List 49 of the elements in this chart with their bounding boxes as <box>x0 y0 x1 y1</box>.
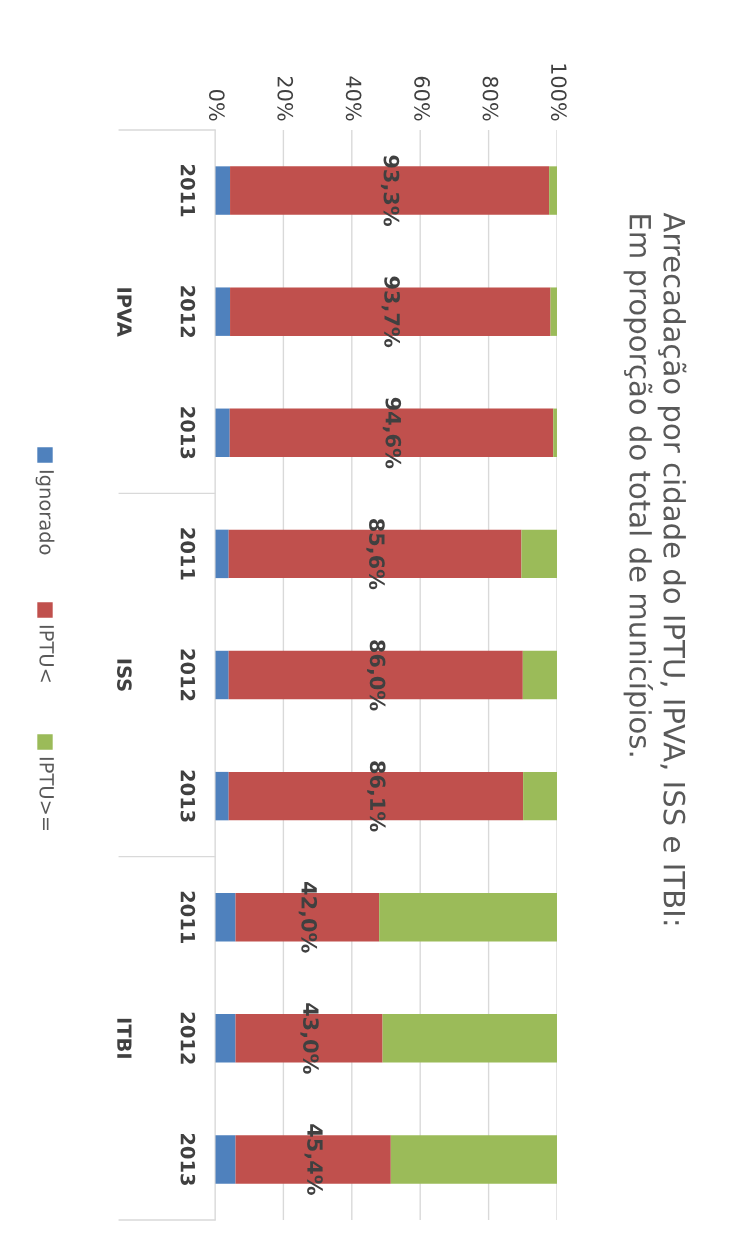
bar <box>382 1014 557 1063</box>
x-tick-label: 100% <box>550 64 567 121</box>
text: Arrecadação por cidade do IPTU, IPVA, ISS e ITBI: Em proporção do total de municípios. <box>623 212 687 925</box>
bar <box>215 771 229 821</box>
bar <box>215 408 230 457</box>
legend-label: Ignorado <box>35 470 55 555</box>
y-tick-label: 2011 <box>180 528 196 580</box>
bar <box>215 287 231 336</box>
bar <box>553 408 557 457</box>
bar <box>215 893 236 942</box>
bar <box>390 1135 557 1184</box>
x-tick-label: 60% <box>414 76 430 121</box>
legend-label: IPTU< <box>39 625 54 682</box>
data-label: 43,0% <box>300 1003 319 1074</box>
data-label: 42,0% <box>298 882 318 953</box>
data-label: 45,4% <box>304 1124 323 1195</box>
y-tick-label: 2013 <box>180 770 196 822</box>
text: ITBI <box>117 1018 132 1058</box>
x-tick-label: 0% <box>208 89 225 121</box>
y-tick-label: 2011 <box>180 891 196 943</box>
data-label: 85,6% <box>366 519 385 590</box>
y-tick-label: 2013 <box>180 407 196 459</box>
y-tick-label: 2012 <box>180 1012 196 1064</box>
text: IPVA <box>117 288 132 337</box>
bar <box>523 771 557 821</box>
bar <box>522 650 557 700</box>
text: ISS <box>117 659 132 691</box>
bar <box>215 1014 236 1063</box>
bar <box>521 529 557 579</box>
bar <box>215 650 229 700</box>
y-tick-label: 2013 <box>180 1133 196 1185</box>
legend-label: IPTU>= <box>39 757 54 831</box>
data-label: 86,0% <box>367 640 386 711</box>
x-tick-label: 40% <box>345 76 362 121</box>
x-tick-label: 80% <box>482 76 499 121</box>
y-tick-label: 2011 <box>180 165 196 217</box>
bar <box>215 529 229 579</box>
bar <box>215 1135 236 1184</box>
data-label: 94,6% <box>382 397 402 469</box>
data-label: 86,1% <box>367 761 386 832</box>
y-tick-label: 2012 <box>180 649 196 701</box>
bar <box>379 893 557 942</box>
y-tick-label: 2012 <box>180 286 196 338</box>
x-tick-label: 20% <box>277 76 294 121</box>
bar <box>549 166 557 215</box>
bar <box>550 287 557 336</box>
data-label: 93,7% <box>381 276 400 348</box>
bar <box>215 166 231 215</box>
data-label: 93,3% <box>380 155 400 227</box>
